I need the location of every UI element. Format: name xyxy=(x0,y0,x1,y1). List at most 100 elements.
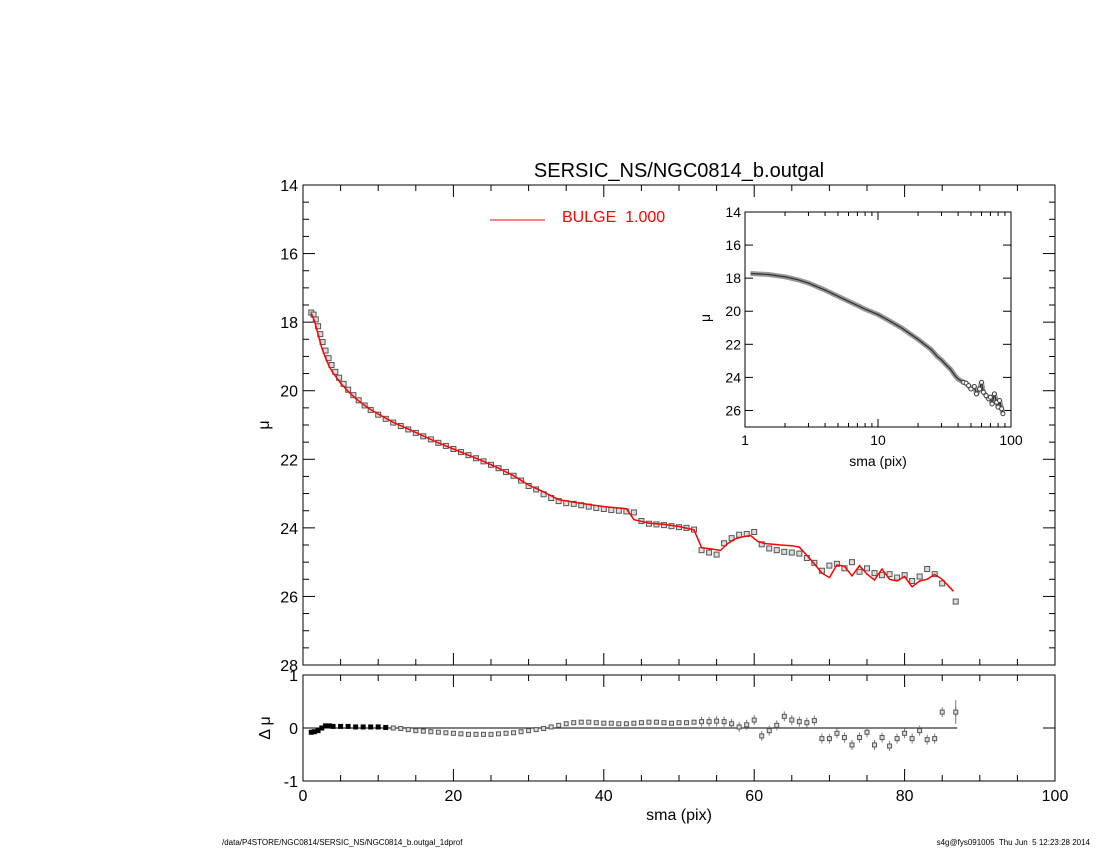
residual-point xyxy=(368,724,374,730)
residual-point xyxy=(428,729,434,735)
residual-point xyxy=(511,730,517,736)
residual-point xyxy=(714,718,720,724)
residual-point xyxy=(375,724,381,730)
residual-point xyxy=(330,723,336,729)
residual-point xyxy=(608,720,614,726)
residual-point xyxy=(841,735,847,741)
residual-point xyxy=(586,719,592,725)
residual-point xyxy=(706,719,712,725)
residual-point xyxy=(518,729,524,735)
residual-point xyxy=(924,737,930,743)
residual-y-axis-label: Δ μ xyxy=(257,716,274,739)
residual-point xyxy=(556,722,562,728)
residual-point xyxy=(578,719,584,725)
inset-y-axis-ticks: 14 16 18 20 22 24 26 xyxy=(725,204,1011,418)
y-axis-label: μ xyxy=(256,420,273,429)
residual-point xyxy=(856,735,862,741)
inset-data-point xyxy=(989,401,995,407)
residual-plot: 10-1 0 20 40 60 80 100 sma (pix) Δ μ xyxy=(257,668,1068,824)
inset-y-tick-label: 20 xyxy=(725,303,741,319)
data-point xyxy=(630,509,637,516)
residual-y-tick-label: -1 xyxy=(284,774,298,791)
residual-y-axis-ticks: 1 0 -1 xyxy=(284,668,1055,791)
data-point xyxy=(766,545,773,552)
residual-y-tick-label: 1 xyxy=(289,668,298,685)
residual-point xyxy=(939,709,945,715)
data-point xyxy=(713,551,720,558)
residual-point xyxy=(420,728,426,734)
inset-data-point xyxy=(973,391,979,397)
residual-x-axis-ticks: 0 20 40 60 80 100 xyxy=(299,675,1069,805)
data-point xyxy=(555,498,562,505)
inset-data-line xyxy=(750,271,1006,417)
residual-point xyxy=(887,743,893,749)
inset-data-point xyxy=(1000,411,1006,417)
residual-point xyxy=(398,726,404,732)
x-tick-label: 100 xyxy=(1042,788,1069,805)
residual-point xyxy=(593,720,599,726)
residual-points xyxy=(308,700,959,752)
residual-point xyxy=(819,736,825,742)
data-point xyxy=(826,562,833,569)
data-point xyxy=(924,566,931,572)
footer-file-path: /data/P4STORE/NGC0814/SERSIC_NS/NGC0814_… xyxy=(222,838,463,847)
data-point xyxy=(864,565,870,572)
residual-point xyxy=(894,736,900,742)
inset-y-tick-label: 16 xyxy=(725,237,741,253)
residual-point xyxy=(383,724,389,730)
x-tick-label: 60 xyxy=(745,788,763,805)
residual-point xyxy=(736,724,742,730)
residual-point xyxy=(902,730,908,736)
inset-data-point xyxy=(999,406,1005,412)
data-point xyxy=(848,559,855,566)
residual-point xyxy=(473,731,479,737)
residual-point xyxy=(465,731,471,737)
residual-point xyxy=(496,731,502,737)
inset-data-point xyxy=(977,386,983,392)
data-point xyxy=(871,570,878,577)
residual-point xyxy=(781,713,787,719)
y-tick-label: 28 xyxy=(280,658,298,675)
y-tick-label: 14 xyxy=(280,178,298,195)
data-point xyxy=(879,572,886,579)
x-tick-label: 40 xyxy=(595,788,613,805)
inset-data-point xyxy=(983,393,989,399)
residual-point xyxy=(533,727,539,733)
residual-point xyxy=(601,720,607,726)
inset-data-point xyxy=(966,383,972,389)
x-axis-label: sma (pix) xyxy=(646,807,712,824)
residual-point xyxy=(638,720,644,726)
x-tick-label: 0 xyxy=(299,788,308,805)
residual-point xyxy=(360,724,366,730)
data-point xyxy=(758,541,765,548)
residual-point xyxy=(872,742,878,748)
residual-point xyxy=(917,728,923,734)
data-point xyxy=(773,547,780,554)
residual-point xyxy=(563,721,569,727)
inset-x-tick-label: 10 xyxy=(870,432,886,448)
data-point xyxy=(706,549,713,556)
inset-x-axis-label: sma (pix) xyxy=(849,453,907,469)
data-point xyxy=(833,560,840,567)
residual-point xyxy=(684,720,690,726)
data-point xyxy=(788,549,795,556)
residual-point xyxy=(953,709,959,715)
residual-point xyxy=(909,736,915,742)
inset-x-tick-label: 100 xyxy=(999,432,1023,448)
residual-point xyxy=(646,719,652,725)
y-tick-label: 18 xyxy=(280,315,298,332)
data-point xyxy=(796,550,803,557)
residual-point xyxy=(744,722,750,728)
footer-timestamp: s4g@fys091005 Thu Jun 5 12:23:28 2014 xyxy=(936,838,1090,847)
y-tick-label: 26 xyxy=(280,589,298,606)
model-series-line xyxy=(310,313,955,592)
model-line xyxy=(310,313,955,592)
chart-title: SERSIC_NS/NGC0814_b.outgal xyxy=(534,160,824,182)
residual-point xyxy=(796,719,802,725)
residual-point xyxy=(751,717,757,723)
x-tick-label: 80 xyxy=(896,788,914,805)
residual-point xyxy=(435,729,441,735)
residual-point xyxy=(804,720,810,726)
data-point xyxy=(751,528,758,535)
